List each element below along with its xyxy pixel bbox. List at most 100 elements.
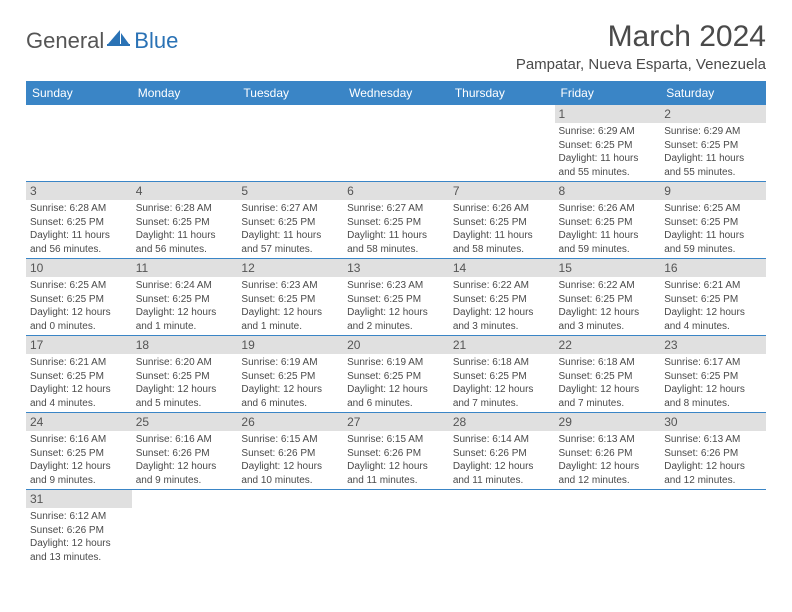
empty-cell xyxy=(237,490,343,567)
day-number: 20 xyxy=(343,336,449,354)
calendar-body: 1Sunrise: 6:29 AMSunset: 6:25 PMDaylight… xyxy=(26,105,766,566)
day-cell: 21Sunrise: 6:18 AMSunset: 6:25 PMDayligh… xyxy=(449,336,555,413)
day-info: Sunrise: 6:23 AMSunset: 6:25 PMDaylight:… xyxy=(343,277,449,335)
title-block: March 2024 Pampatar, Nueva Esparta, Vene… xyxy=(516,20,766,73)
day-number: 7 xyxy=(449,182,555,200)
day-info: Sunrise: 6:15 AMSunset: 6:26 PMDaylight:… xyxy=(237,431,343,489)
calendar-row: 17Sunrise: 6:21 AMSunset: 6:25 PMDayligh… xyxy=(26,336,766,413)
day-cell: 1Sunrise: 6:29 AMSunset: 6:25 PMDaylight… xyxy=(555,105,661,182)
empty-cell xyxy=(449,105,555,182)
day-info: Sunrise: 6:12 AMSunset: 6:26 PMDaylight:… xyxy=(26,508,132,566)
weekday-header: Sunday xyxy=(26,81,132,105)
day-cell: 15Sunrise: 6:22 AMSunset: 6:25 PMDayligh… xyxy=(555,259,661,336)
day-cell: 18Sunrise: 6:20 AMSunset: 6:25 PMDayligh… xyxy=(132,336,238,413)
day-info: Sunrise: 6:28 AMSunset: 6:25 PMDaylight:… xyxy=(132,200,238,258)
day-number: 26 xyxy=(237,413,343,431)
day-info: Sunrise: 6:22 AMSunset: 6:25 PMDaylight:… xyxy=(555,277,661,335)
calendar-row: 31Sunrise: 6:12 AMSunset: 6:26 PMDayligh… xyxy=(26,490,766,567)
day-cell: 24Sunrise: 6:16 AMSunset: 6:25 PMDayligh… xyxy=(26,413,132,490)
day-cell: 30Sunrise: 6:13 AMSunset: 6:26 PMDayligh… xyxy=(660,413,766,490)
weekday-header: Thursday xyxy=(449,81,555,105)
day-info: Sunrise: 6:19 AMSunset: 6:25 PMDaylight:… xyxy=(343,354,449,412)
day-number: 19 xyxy=(237,336,343,354)
day-info: Sunrise: 6:25 AMSunset: 6:25 PMDaylight:… xyxy=(26,277,132,335)
day-cell: 3Sunrise: 6:28 AMSunset: 6:25 PMDaylight… xyxy=(26,182,132,259)
empty-cell xyxy=(132,105,238,182)
day-cell: 23Sunrise: 6:17 AMSunset: 6:25 PMDayligh… xyxy=(660,336,766,413)
day-number: 12 xyxy=(237,259,343,277)
day-cell: 29Sunrise: 6:13 AMSunset: 6:26 PMDayligh… xyxy=(555,413,661,490)
empty-cell xyxy=(449,490,555,567)
day-number: 16 xyxy=(660,259,766,277)
day-number: 10 xyxy=(26,259,132,277)
empty-cell xyxy=(132,490,238,567)
calendar-row: 10Sunrise: 6:25 AMSunset: 6:25 PMDayligh… xyxy=(26,259,766,336)
day-number: 27 xyxy=(343,413,449,431)
day-cell: 9Sunrise: 6:25 AMSunset: 6:25 PMDaylight… xyxy=(660,182,766,259)
day-number: 28 xyxy=(449,413,555,431)
day-number: 14 xyxy=(449,259,555,277)
day-cell: 8Sunrise: 6:26 AMSunset: 6:25 PMDaylight… xyxy=(555,182,661,259)
day-cell: 11Sunrise: 6:24 AMSunset: 6:25 PMDayligh… xyxy=(132,259,238,336)
day-number: 15 xyxy=(555,259,661,277)
day-number: 8 xyxy=(555,182,661,200)
day-cell: 10Sunrise: 6:25 AMSunset: 6:25 PMDayligh… xyxy=(26,259,132,336)
day-info: Sunrise: 6:21 AMSunset: 6:25 PMDaylight:… xyxy=(26,354,132,412)
day-info: Sunrise: 6:22 AMSunset: 6:25 PMDaylight:… xyxy=(449,277,555,335)
weekday-header: Tuesday xyxy=(237,81,343,105)
day-number: 17 xyxy=(26,336,132,354)
day-number: 4 xyxy=(132,182,238,200)
day-number: 18 xyxy=(132,336,238,354)
logo-text-blue: Blue xyxy=(134,28,178,54)
empty-cell xyxy=(555,490,661,567)
calendar-row: 24Sunrise: 6:16 AMSunset: 6:25 PMDayligh… xyxy=(26,413,766,490)
day-cell: 25Sunrise: 6:16 AMSunset: 6:26 PMDayligh… xyxy=(132,413,238,490)
day-info: Sunrise: 6:27 AMSunset: 6:25 PMDaylight:… xyxy=(343,200,449,258)
day-number: 23 xyxy=(660,336,766,354)
day-number: 22 xyxy=(555,336,661,354)
day-info: Sunrise: 6:18 AMSunset: 6:25 PMDaylight:… xyxy=(555,354,661,412)
day-number: 5 xyxy=(237,182,343,200)
logo: General Blue xyxy=(26,28,178,54)
day-info: Sunrise: 6:13 AMSunset: 6:26 PMDaylight:… xyxy=(555,431,661,489)
day-info: Sunrise: 6:21 AMSunset: 6:25 PMDaylight:… xyxy=(660,277,766,335)
day-info: Sunrise: 6:20 AMSunset: 6:25 PMDaylight:… xyxy=(132,354,238,412)
day-info: Sunrise: 6:26 AMSunset: 6:25 PMDaylight:… xyxy=(449,200,555,258)
day-number: 31 xyxy=(26,490,132,508)
day-number: 29 xyxy=(555,413,661,431)
day-info: Sunrise: 6:29 AMSunset: 6:25 PMDaylight:… xyxy=(555,123,661,181)
empty-cell xyxy=(660,490,766,567)
day-info: Sunrise: 6:29 AMSunset: 6:25 PMDaylight:… xyxy=(660,123,766,181)
day-cell: 13Sunrise: 6:23 AMSunset: 6:25 PMDayligh… xyxy=(343,259,449,336)
day-info: Sunrise: 6:16 AMSunset: 6:26 PMDaylight:… xyxy=(132,431,238,489)
day-info: Sunrise: 6:24 AMSunset: 6:25 PMDaylight:… xyxy=(132,277,238,335)
day-info: Sunrise: 6:13 AMSunset: 6:26 PMDaylight:… xyxy=(660,431,766,489)
page-title: March 2024 xyxy=(516,20,766,54)
day-cell: 27Sunrise: 6:15 AMSunset: 6:26 PMDayligh… xyxy=(343,413,449,490)
day-info: Sunrise: 6:26 AMSunset: 6:25 PMDaylight:… xyxy=(555,200,661,258)
day-info: Sunrise: 6:23 AMSunset: 6:25 PMDaylight:… xyxy=(237,277,343,335)
day-cell: 14Sunrise: 6:22 AMSunset: 6:25 PMDayligh… xyxy=(449,259,555,336)
day-cell: 31Sunrise: 6:12 AMSunset: 6:26 PMDayligh… xyxy=(26,490,132,567)
day-number: 25 xyxy=(132,413,238,431)
day-cell: 6Sunrise: 6:27 AMSunset: 6:25 PMDaylight… xyxy=(343,182,449,259)
day-info: Sunrise: 6:27 AMSunset: 6:25 PMDaylight:… xyxy=(237,200,343,258)
day-cell: 17Sunrise: 6:21 AMSunset: 6:25 PMDayligh… xyxy=(26,336,132,413)
weekday-header: Monday xyxy=(132,81,238,105)
day-number: 2 xyxy=(660,105,766,123)
day-cell: 16Sunrise: 6:21 AMSunset: 6:25 PMDayligh… xyxy=(660,259,766,336)
day-info: Sunrise: 6:16 AMSunset: 6:25 PMDaylight:… xyxy=(26,431,132,489)
day-number: 9 xyxy=(660,182,766,200)
day-number: 6 xyxy=(343,182,449,200)
calendar-table: SundayMondayTuesdayWednesdayThursdayFrid… xyxy=(26,81,766,566)
day-cell: 26Sunrise: 6:15 AMSunset: 6:26 PMDayligh… xyxy=(237,413,343,490)
day-number: 30 xyxy=(660,413,766,431)
day-number: 13 xyxy=(343,259,449,277)
empty-cell xyxy=(343,490,449,567)
day-info: Sunrise: 6:19 AMSunset: 6:25 PMDaylight:… xyxy=(237,354,343,412)
weekday-header-row: SundayMondayTuesdayWednesdayThursdayFrid… xyxy=(26,81,766,105)
day-cell: 19Sunrise: 6:19 AMSunset: 6:25 PMDayligh… xyxy=(237,336,343,413)
day-number: 11 xyxy=(132,259,238,277)
empty-cell xyxy=(237,105,343,182)
calendar-row: 1Sunrise: 6:29 AMSunset: 6:25 PMDaylight… xyxy=(26,105,766,182)
